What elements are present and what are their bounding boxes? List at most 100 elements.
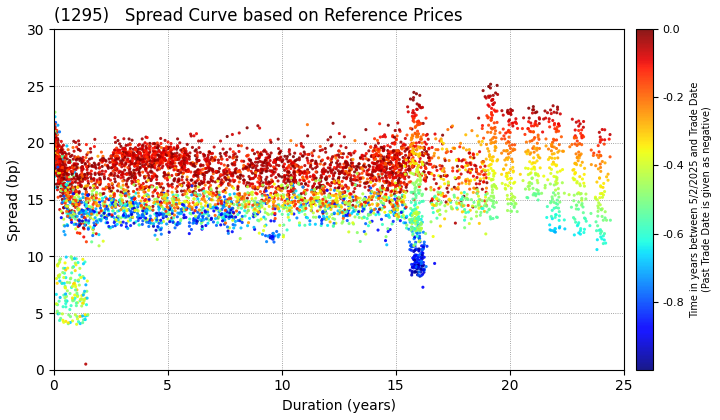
Point [592,213,603,220]
Point [283,164,294,171]
Point [531,186,543,193]
Point [382,150,394,157]
Point [127,155,138,162]
Point [78,174,89,181]
Point [382,154,393,160]
Point [384,197,395,204]
Point [442,148,454,155]
Point [307,172,319,178]
Point [403,154,415,160]
Point [120,220,132,227]
Point [473,196,485,203]
Point [517,177,528,184]
Point [487,112,498,118]
Point [470,163,482,169]
Point [382,225,394,232]
Point [319,184,330,190]
Point [304,202,315,209]
Point [58,280,70,287]
Point [591,178,603,185]
Point [307,190,319,197]
Point [337,208,348,215]
Point [547,227,559,234]
Point [297,152,308,159]
Point [278,194,289,201]
Point [66,253,77,260]
Point [408,149,419,155]
Point [599,136,611,143]
Point [135,202,147,209]
Point [412,254,423,261]
Point [293,163,305,170]
Point [376,188,387,195]
Point [302,215,313,221]
Point [130,167,142,173]
Point [55,172,67,178]
Point [168,167,180,173]
Point [262,233,274,239]
Point [395,161,406,168]
Point [595,134,606,140]
Point [459,217,470,223]
Point [248,175,259,182]
Point [55,214,67,221]
Point [76,163,88,170]
Point [328,223,339,229]
Point [58,292,70,299]
Point [363,211,374,218]
Point [132,162,143,168]
Point [248,150,260,157]
Point [544,165,555,171]
Point [53,172,65,178]
Point [140,218,152,225]
Point [381,156,392,163]
Point [317,196,328,203]
Point [135,157,147,164]
Point [62,165,73,172]
Point [202,193,213,199]
Point [156,140,167,147]
Point [147,203,158,210]
Point [409,255,420,261]
Point [115,174,127,181]
Point [159,155,171,162]
Point [349,174,361,181]
Point [395,197,407,204]
Point [225,214,236,221]
Point [293,209,305,216]
Point [427,205,438,211]
Point [444,157,455,164]
Point [465,161,477,168]
Point [321,203,333,210]
Point [126,204,138,210]
Point [171,166,182,173]
Point [351,182,363,189]
Point [349,185,361,192]
Point [52,172,63,179]
Point [233,217,244,224]
Point [179,153,190,160]
Point [526,166,537,173]
Point [485,93,496,100]
Point [290,177,302,184]
Point [385,189,397,195]
Point [56,179,68,186]
Point [464,220,475,227]
Point [151,157,163,163]
Point [384,169,396,176]
Point [390,207,402,213]
Point [166,210,178,217]
Point [483,93,495,100]
Point [381,178,392,184]
Point [334,182,346,189]
Point [140,208,152,215]
Point [93,179,104,186]
Point [60,151,72,158]
Point [418,246,429,252]
Point [69,295,81,302]
Point [307,157,318,164]
Point [172,205,184,211]
Point [52,186,63,193]
Point [384,153,395,160]
Point [431,167,443,174]
